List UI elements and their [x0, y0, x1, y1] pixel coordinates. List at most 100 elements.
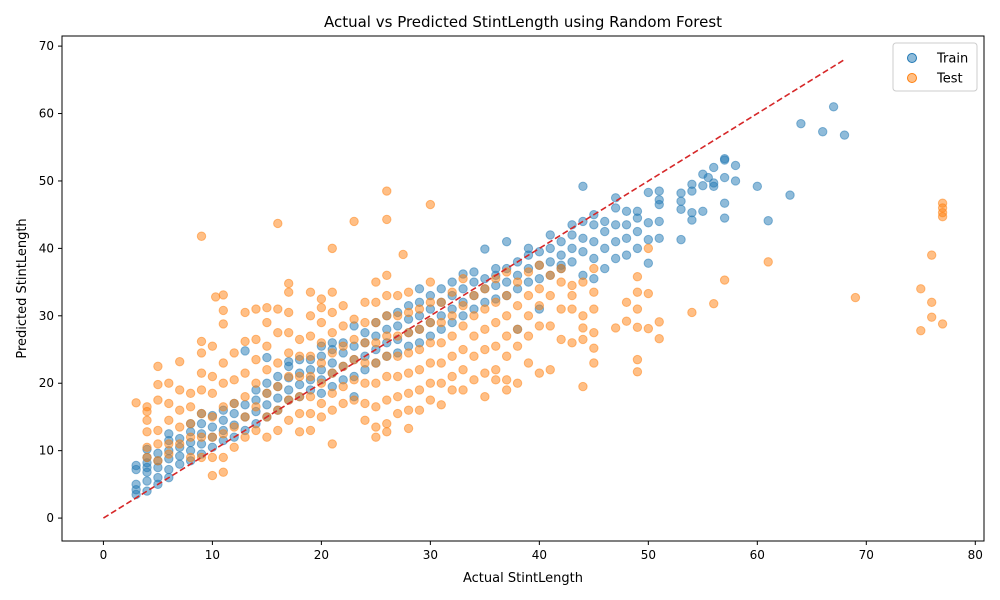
data-point-test	[207, 432, 218, 442]
data-point-train	[654, 216, 664, 227]
data-point-test	[338, 381, 348, 392]
data-point-train	[142, 486, 152, 496]
data-point-test	[567, 338, 577, 348]
data-point-train	[262, 378, 272, 388]
data-point-test	[480, 344, 490, 355]
data-point-test	[327, 368, 337, 378]
data-point-train	[273, 393, 283, 403]
data-point-test	[534, 284, 545, 294]
data-point-test	[556, 263, 566, 274]
data-point-test	[501, 290, 512, 301]
data-point-test	[382, 371, 392, 382]
data-point-test	[469, 351, 479, 361]
data-point-test	[262, 365, 272, 375]
data-point-test	[316, 412, 327, 422]
data-point-test	[360, 317, 370, 328]
data-point-test	[480, 324, 490, 334]
data-point-test	[480, 304, 490, 314]
data-point-test	[185, 418, 196, 429]
data-point-test	[523, 331, 534, 341]
data-point-train	[610, 253, 621, 264]
data-point-test	[512, 324, 523, 334]
data-point-test	[316, 398, 327, 409]
data-point-test	[262, 432, 272, 442]
data-point-train	[719, 172, 730, 183]
data-point-test	[273, 218, 283, 229]
x-tick-label: 50	[641, 548, 656, 562]
data-point-train	[654, 233, 664, 243]
data-point-test	[153, 379, 163, 390]
data-point-test	[534, 260, 545, 270]
data-point-test	[251, 425, 261, 436]
data-point-test	[556, 304, 566, 314]
data-point-test	[512, 341, 523, 351]
data-point-test	[458, 385, 468, 395]
data-point-test	[142, 442, 152, 452]
data-point-test	[251, 354, 261, 365]
data-point-test	[926, 297, 937, 308]
data-point-test	[164, 439, 174, 449]
data-point-train	[687, 207, 697, 218]
data-point-train	[131, 479, 141, 490]
data-point-test	[403, 388, 414, 399]
data-point-train	[610, 220, 621, 230]
data-point-test	[632, 367, 643, 377]
data-point-test	[436, 378, 446, 388]
data-point-test	[251, 402, 261, 412]
data-point-test	[262, 317, 272, 328]
data-point-test	[545, 270, 555, 281]
data-point-test	[621, 297, 632, 308]
data-point-test	[425, 317, 436, 328]
legend: Train Test	[892, 42, 978, 92]
data-point-test	[382, 395, 392, 405]
chart-title: Actual vs Predicted StintLength using Ra…	[324, 13, 722, 31]
data-point-train	[839, 130, 850, 140]
data-point-train	[610, 193, 621, 203]
data-point-test	[632, 272, 643, 282]
data-point-test	[425, 338, 436, 348]
data-point-test	[153, 456, 163, 466]
data-point-train	[240, 400, 250, 410]
x-tick-label: 80	[968, 548, 983, 562]
data-point-test	[469, 375, 479, 385]
data-point-test	[480, 368, 490, 378]
data-point-test	[251, 378, 261, 388]
data-point-test	[610, 323, 621, 333]
data-point-train	[719, 213, 730, 223]
data-point-train	[632, 206, 643, 217]
data-point-train	[207, 422, 218, 432]
data-point-train	[501, 236, 512, 247]
data-point-train	[654, 186, 664, 196]
data-point-test	[414, 344, 425, 355]
data-point-test	[458, 274, 468, 284]
data-point-train	[600, 226, 610, 237]
data-point-train	[676, 204, 686, 214]
data-point-train	[218, 415, 229, 426]
data-point-train	[501, 277, 512, 287]
data-point-test	[382, 427, 392, 437]
data-point-test	[589, 358, 599, 368]
data-point-test	[164, 398, 174, 409]
data-point-train	[643, 218, 654, 228]
data-point-test	[175, 422, 185, 432]
data-point-train	[600, 216, 610, 227]
data-point-test	[327, 327, 337, 338]
data-point-test	[251, 334, 261, 345]
data-point-test	[545, 365, 555, 375]
data-point-test	[458, 344, 468, 355]
data-point-test	[403, 405, 414, 415]
data-point-train	[458, 311, 468, 321]
data-point-test	[360, 297, 370, 308]
data-point-test	[589, 304, 599, 314]
data-point-test	[501, 311, 512, 321]
data-point-train	[175, 451, 185, 461]
data-point-test	[283, 415, 294, 426]
data-point-test	[578, 311, 588, 321]
data-point-train	[294, 379, 305, 390]
data-point-train	[730, 160, 741, 171]
data-point-test	[654, 317, 664, 327]
data-point-test	[403, 287, 414, 297]
data-point-test	[153, 439, 163, 449]
data-point-test	[382, 311, 392, 321]
